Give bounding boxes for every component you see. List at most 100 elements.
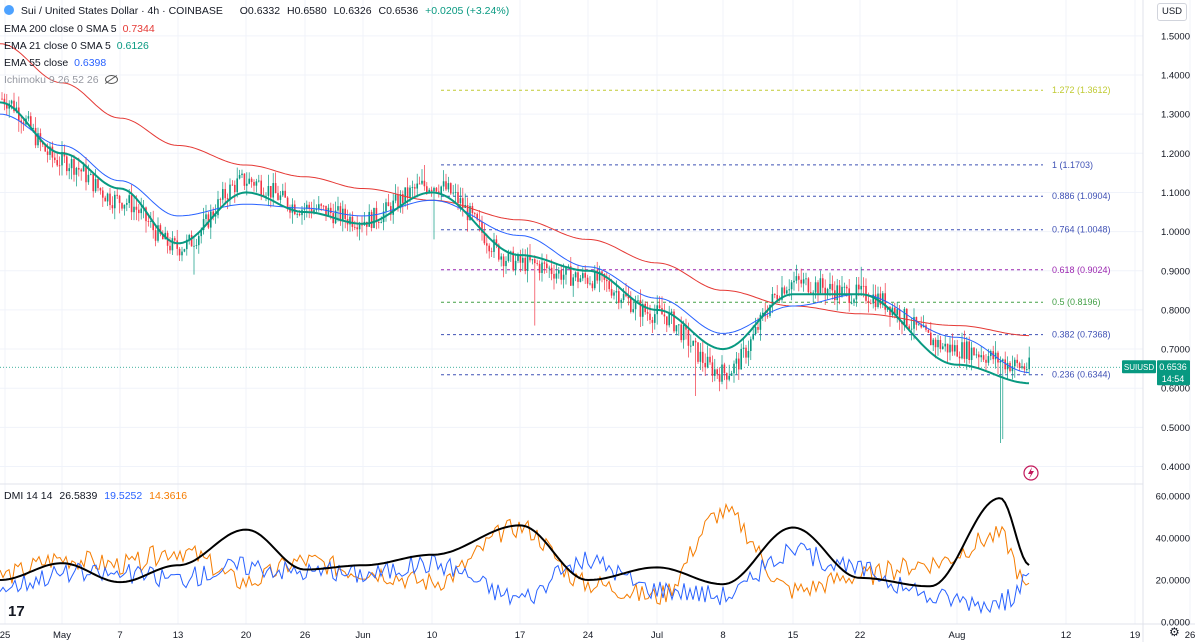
candle-body xyxy=(546,263,548,269)
ohlc-open: O0.6332 xyxy=(239,5,281,17)
candle-body xyxy=(790,282,793,290)
indicator-ema200[interactable]: EMA 200 close 0 SMA 5 0.7344 xyxy=(4,22,155,36)
candle-body xyxy=(498,244,500,260)
candle-body xyxy=(128,195,130,204)
tradingview-logo[interactable]: 17 xyxy=(8,603,25,620)
price-tag-box xyxy=(1157,360,1190,386)
candle-body xyxy=(397,194,399,209)
candle-body xyxy=(1011,366,1014,372)
candle-body xyxy=(920,324,922,328)
fib-level-label: 0.236 (0.6344) xyxy=(1052,370,1111,380)
time-tick-label: May xyxy=(53,630,71,641)
candle-body xyxy=(1021,366,1023,368)
symbol-legend[interactable]: Sui / United States Dollar · 4h · COINBA… xyxy=(4,4,509,18)
candle-body xyxy=(795,276,798,281)
ema200-line[interactable] xyxy=(0,43,1030,337)
candle-body xyxy=(286,197,289,208)
candle-body xyxy=(994,352,997,360)
price-tick-label: 0.9000 xyxy=(1161,266,1190,277)
candle-body xyxy=(27,116,30,119)
candle-body xyxy=(747,350,750,358)
currency-button[interactable]: USD xyxy=(1157,3,1187,21)
candle-body xyxy=(193,245,195,247)
candle-body xyxy=(666,316,668,326)
indicator-ema55[interactable]: EMA 55 close 0.6398 xyxy=(4,56,106,70)
candle-body xyxy=(282,190,284,196)
candle-body xyxy=(903,308,906,325)
candle-body xyxy=(843,286,846,288)
candle-body xyxy=(668,313,670,326)
candle-body xyxy=(946,343,949,353)
time-tick-label: 20 xyxy=(241,630,252,641)
lightning-icon[interactable] xyxy=(1023,465,1039,481)
hidden-eye-icon[interactable] xyxy=(105,75,119,84)
candle-body xyxy=(618,291,620,303)
candle-body xyxy=(872,294,874,304)
candle-body xyxy=(308,204,310,209)
ema21-line[interactable] xyxy=(0,101,1030,385)
candle-body xyxy=(162,233,164,240)
indicator-ichimoku[interactable]: Ichimoku 9 26 52 26 xyxy=(4,73,119,87)
candle-body xyxy=(22,122,25,125)
candle-body xyxy=(519,254,522,263)
candle-body xyxy=(322,205,325,207)
candle-body xyxy=(150,221,152,222)
candle-body xyxy=(966,341,968,359)
candle-body xyxy=(740,348,742,370)
candle-body xyxy=(454,192,457,193)
candle-body xyxy=(526,254,529,272)
candle-body xyxy=(810,292,812,294)
fib-level-label: 0.618 (0.9024) xyxy=(1052,265,1111,275)
candle-body xyxy=(272,183,274,198)
candle-body xyxy=(217,199,219,216)
candle-body xyxy=(930,332,932,346)
minus-di-line[interactable] xyxy=(0,502,1030,605)
candle-body xyxy=(68,168,70,172)
candle-body xyxy=(476,213,478,220)
candle-body xyxy=(241,173,243,176)
candle-body xyxy=(570,266,572,286)
candle-body xyxy=(819,278,822,294)
plus-di-line[interactable] xyxy=(0,542,1030,615)
candle-body xyxy=(58,165,61,167)
candle-body xyxy=(178,248,181,256)
candle-body xyxy=(968,341,970,361)
candle-body xyxy=(639,300,642,317)
ma-lines xyxy=(0,43,1030,385)
candle-body xyxy=(289,207,291,213)
candle-body xyxy=(354,226,356,228)
candle-body xyxy=(690,345,692,347)
fib-level-label: 1 (1.1703) xyxy=(1052,160,1093,170)
ohlc-close: C0.6536 xyxy=(378,5,419,17)
candle-body xyxy=(330,207,332,214)
candle-body xyxy=(906,308,908,327)
indicator-ema21[interactable]: EMA 21 close 0 SMA 5 0.6126 xyxy=(4,39,149,53)
time-tick-label: 19 xyxy=(1130,630,1141,641)
candle-body xyxy=(894,307,896,315)
candle-body xyxy=(774,293,776,295)
candle-body xyxy=(846,286,848,289)
candle-body xyxy=(738,358,740,370)
candle-body xyxy=(517,254,519,261)
price-axis: 1.5000 1.4000 1.3000 1.2000 1.1000 1.0000 0.90… xyxy=(1161,31,1190,473)
candle-body xyxy=(814,282,817,293)
dmi-tick-label: 20.0000 xyxy=(1156,576,1190,587)
candle-body xyxy=(776,294,778,300)
candle-body xyxy=(505,260,507,267)
symbol-title: Sui / United States Dollar · 4h · COINBA… xyxy=(20,5,223,17)
adx-line[interactable] xyxy=(0,497,1030,588)
candle-body xyxy=(882,293,884,305)
symbol-tag-label: SUIUSD xyxy=(1124,363,1154,372)
candle-body xyxy=(934,339,937,348)
dmi-legend[interactable]: DMI 14 14 26.5839 19.5252 14.3616 xyxy=(4,489,187,503)
candle-body xyxy=(202,219,205,231)
candle-body xyxy=(654,314,656,323)
candle-body xyxy=(613,292,615,296)
time-tick-label: 7 xyxy=(117,630,122,641)
candle-body xyxy=(608,281,610,290)
price-tick-label: 0.8000 xyxy=(1161,305,1190,316)
candle-body xyxy=(805,278,807,280)
gear-icon[interactable]: ⚙ xyxy=(1169,625,1180,639)
candle-body xyxy=(46,151,49,155)
